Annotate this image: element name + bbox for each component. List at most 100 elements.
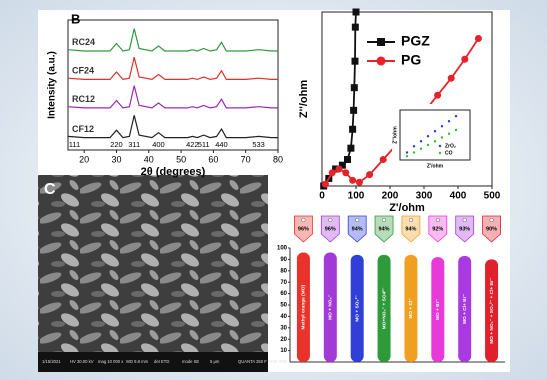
peak-label: 400 bbox=[152, 140, 165, 149]
y-tick-label: 60 bbox=[280, 291, 287, 297]
series-line bbox=[67, 115, 278, 139]
value-label: 96% bbox=[325, 226, 336, 232]
sem-info: HV 30.00 kV bbox=[70, 359, 94, 364]
marker bbox=[366, 171, 374, 179]
value-label: 93% bbox=[459, 226, 470, 232]
plot-frame bbox=[67, 19, 279, 151]
tag bbox=[374, 215, 394, 243]
peak-label: 422 bbox=[186, 140, 199, 149]
y-tick-label: 30 bbox=[280, 325, 287, 331]
marker bbox=[335, 165, 343, 173]
tag-hole bbox=[355, 217, 360, 223]
x-tick-label: 80 bbox=[273, 154, 283, 164]
plot-frame bbox=[321, 11, 493, 187]
bar bbox=[377, 254, 391, 362]
y-tick-label: 100 bbox=[277, 246, 288, 252]
category-label: MO + NO₃⁻ bbox=[328, 294, 334, 320]
x-tick-label: 0 bbox=[319, 191, 325, 202]
marker bbox=[440, 136, 444, 139]
tag bbox=[482, 215, 501, 243]
tag bbox=[347, 215, 367, 243]
x-tick-label: 200 bbox=[382, 191, 399, 202]
marker bbox=[351, 57, 359, 65]
y-axis-label: Z''/ohm bbox=[392, 126, 398, 144]
marker bbox=[419, 147, 423, 150]
y-tick-label: 90 bbox=[280, 257, 287, 263]
legend-marker bbox=[377, 38, 385, 46]
x-axis-label: Z'/ohm bbox=[427, 163, 444, 169]
marker bbox=[344, 156, 351, 164]
peak-label: 440 bbox=[215, 140, 228, 149]
marker bbox=[355, 178, 363, 186]
marker bbox=[405, 155, 409, 158]
y-tick-label: 20 bbox=[280, 337, 287, 343]
legend-label: ZrO₂ bbox=[445, 143, 456, 149]
marker bbox=[426, 143, 430, 147]
series-line bbox=[67, 56, 278, 81]
marker bbox=[351, 23, 359, 31]
tag bbox=[401, 215, 421, 243]
x-axis-label: 2θ (degrees) bbox=[141, 166, 206, 178]
bar bbox=[485, 259, 499, 362]
marker bbox=[461, 55, 469, 63]
marker bbox=[447, 132, 451, 135]
legend-label: PGZ bbox=[401, 33, 430, 49]
marker bbox=[447, 120, 451, 123]
marker bbox=[349, 125, 357, 133]
marker bbox=[454, 128, 458, 132]
y-axis-label: Intensity (a.u.) bbox=[47, 51, 58, 119]
inset-bg bbox=[392, 104, 476, 168]
x-tick-label: 40 bbox=[144, 154, 154, 164]
tag bbox=[455, 215, 475, 243]
sem-info: 5 μm bbox=[210, 359, 220, 364]
legend-label: CO bbox=[445, 150, 453, 156]
peak-label: 220 bbox=[110, 140, 123, 149]
category-label: MO + NO₃⁻ + SO₄²⁻ + Cl+ Br⁻ bbox=[489, 277, 495, 344]
legend-marker bbox=[376, 56, 386, 66]
tag-hole bbox=[408, 217, 413, 223]
x-axis-label: Z'/ohm bbox=[389, 202, 425, 214]
peak-label: 311 bbox=[128, 140, 140, 149]
value-label: 94% bbox=[379, 226, 390, 232]
y-tick-label: 80 bbox=[280, 268, 287, 274]
bar bbox=[296, 252, 310, 362]
sem-info: mode SE bbox=[182, 359, 199, 364]
sem-info-bar bbox=[38, 352, 268, 372]
marker bbox=[412, 145, 416, 148]
x-tick-label: 500 bbox=[484, 191, 501, 202]
y-tick-label: 10 bbox=[280, 348, 287, 354]
sem-info: 1/15/2021 bbox=[42, 359, 61, 364]
marker bbox=[412, 151, 416, 154]
tag-hole bbox=[489, 217, 494, 223]
legend-label: PG bbox=[401, 52, 421, 68]
marker bbox=[352, 8, 360, 16]
value-label: 94% bbox=[352, 226, 363, 232]
marker bbox=[433, 140, 437, 143]
peak-label: 511 bbox=[198, 140, 210, 149]
x-tick-label: 20 bbox=[79, 154, 89, 164]
bar bbox=[350, 254, 364, 362]
marker bbox=[350, 84, 358, 92]
bar bbox=[404, 254, 418, 362]
bar bbox=[458, 255, 472, 362]
legend-marker bbox=[438, 151, 442, 155]
tag-hole bbox=[462, 217, 467, 223]
marker bbox=[338, 161, 346, 169]
category-label: MO + Cl+ Br⁻ bbox=[462, 294, 468, 324]
marker bbox=[474, 34, 482, 42]
x-tick-label: 50 bbox=[176, 154, 186, 164]
panel-label: B bbox=[71, 11, 80, 26]
tag bbox=[320, 215, 340, 243]
series-label: CF24 bbox=[72, 66, 94, 76]
sem-info: mag 10 000 x bbox=[98, 359, 124, 364]
sem-info: WD 9.8 mm bbox=[126, 359, 149, 364]
x-tick-label: 30 bbox=[111, 154, 121, 164]
marker bbox=[419, 140, 423, 143]
value-label: 96% bbox=[298, 226, 309, 232]
marker bbox=[379, 156, 387, 164]
marker bbox=[349, 176, 357, 184]
panel-label: C bbox=[44, 181, 56, 198]
series-label: RC24 bbox=[72, 37, 95, 47]
marker bbox=[350, 106, 358, 114]
